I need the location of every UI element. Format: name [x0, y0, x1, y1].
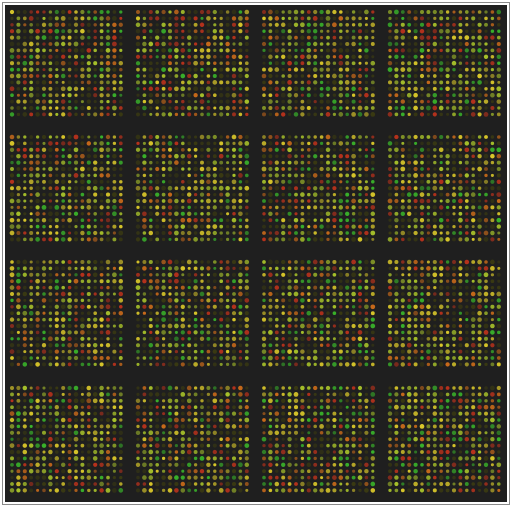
spot-block-r4-c3	[261, 385, 376, 493]
spot-block-r3-c3	[261, 259, 376, 367]
spot-block-r2-c1	[9, 134, 124, 242]
spot-block-r1-c1	[9, 9, 124, 117]
spot-block-r4-c4	[387, 385, 502, 493]
spot-block-r1-c4	[387, 9, 502, 117]
spot-block-r3-c4	[387, 259, 502, 367]
spot-block-r3-c2	[135, 259, 250, 367]
spot-block-r4-c1	[9, 385, 124, 493]
spot-block-r4-c2	[135, 385, 250, 493]
spot-block-r2-c4	[387, 134, 502, 242]
spot-block-r2-c3	[261, 134, 376, 242]
spot-block-r2-c2	[135, 134, 250, 242]
spot-block-r3-c1	[9, 259, 124, 367]
spot-block-r1-c2	[135, 9, 250, 117]
microarray-plate	[5, 5, 507, 502]
spot-block-r1-c3	[261, 9, 376, 117]
microarray-spots	[9, 9, 502, 493]
